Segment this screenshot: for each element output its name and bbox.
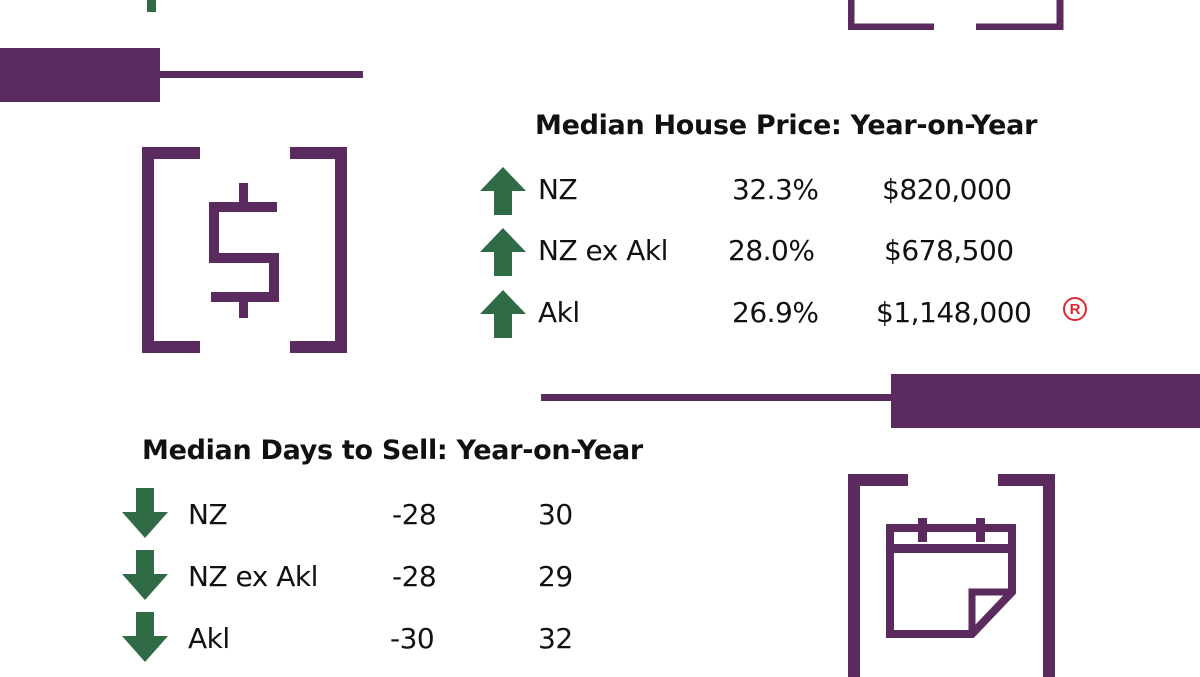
region-label: Akl (188, 622, 230, 655)
divider-line-left (158, 71, 363, 78)
change-value: 32.3% (732, 173, 819, 206)
house-price-title: Median House Price: Year-on-Year (535, 110, 1038, 141)
change-value: -28 (392, 498, 437, 531)
arrow-up-icon (480, 228, 526, 276)
days-to-sell-row: NZ ex Akl -28 29 (120, 548, 600, 603)
days-to-sell-row: Akl -30 32 (120, 610, 600, 665)
region-label: Akl (538, 296, 580, 329)
top-green-mark (147, 0, 156, 12)
price-value: $1,148,000 (876, 296, 1032, 329)
divider-line-right (541, 394, 896, 401)
top-bracket-icon (848, 0, 1064, 30)
price-value: $678,500 (884, 234, 1014, 267)
region-label: NZ (188, 498, 228, 531)
registered-badge: R (1063, 297, 1087, 321)
days-value: 29 (538, 560, 573, 593)
arrow-up-icon (480, 167, 526, 215)
days-value: 32 (538, 622, 573, 655)
house-price-row: Akl 26.9% $1,148,000 R (478, 288, 1098, 343)
divider-bar-right (891, 374, 1200, 428)
change-value: 28.0% (728, 234, 815, 267)
change-value: 26.9% (732, 296, 819, 329)
dollar-icon (142, 147, 347, 353)
region-label: NZ ex Akl (538, 234, 668, 267)
change-value: -30 (390, 622, 435, 655)
calendar-icon (848, 474, 1055, 677)
days-to-sell-title: Median Days to Sell: Year-on-Year (142, 435, 643, 466)
change-value: -28 (392, 560, 437, 593)
days-value: 30 (538, 498, 573, 531)
house-price-row: NZ 32.3% $820,000 (478, 165, 1078, 220)
divider-bar-left (0, 48, 160, 102)
price-value: $820,000 (882, 173, 1012, 206)
arrow-down-icon (122, 612, 168, 662)
arrow-down-icon (122, 488, 168, 538)
arrow-down-icon (122, 550, 168, 600)
region-label: NZ (538, 173, 578, 206)
region-label: NZ ex Akl (188, 560, 318, 593)
days-to-sell-row: NZ -28 30 (120, 486, 600, 541)
arrow-up-icon (480, 290, 526, 338)
house-price-row: NZ ex Akl 28.0% $678,500 (478, 226, 1078, 281)
